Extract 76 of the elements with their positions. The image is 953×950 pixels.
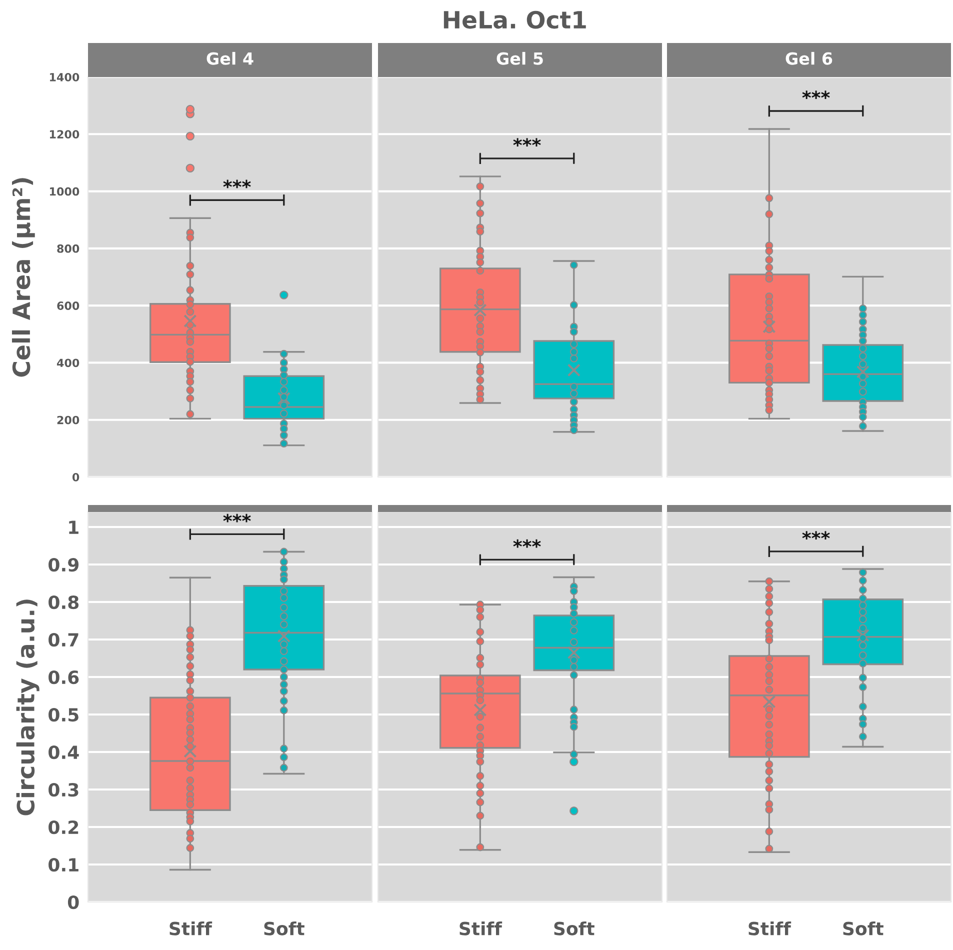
point [765,247,774,255]
point [765,325,774,334]
x-tick-label: Stiff [460,921,502,936]
point [765,256,774,264]
point [765,366,774,375]
point [476,328,484,336]
y-tick-label: 400 [56,358,80,368]
annotation: *** [802,531,830,540]
point [186,300,194,308]
point [186,262,194,270]
point [476,368,484,376]
y-tick-label: 0.3 [48,782,78,797]
y-tick-label: 1000 [50,187,80,196]
point [476,348,484,356]
point [765,194,774,202]
annotation: *** [223,514,251,522]
x-tick-label: Soft [264,921,304,936]
y-tick-label: 0.7 [48,632,78,647]
x-tick-label: Stiff [170,921,212,936]
y-tick-label: 0 [68,895,79,910]
y-tick-label: 0.5 [48,708,78,722]
y-tick-label: 0.9 [48,558,79,572]
point [476,314,484,322]
y-tick-label: 0.4 [48,745,79,760]
point [186,286,194,294]
y-tick-label: 0.6 [48,670,79,684]
x-tick-label: Stiff [748,921,792,936]
point [186,321,194,329]
point [186,338,194,346]
point [765,352,774,360]
point [186,386,194,394]
text: HeLa. Oct1 [444,10,586,29]
y-tick-label: 200 [57,416,80,424]
y-tick-label: 1400 [50,72,80,82]
x-tick-label: Soft [843,921,884,936]
y-tick-label: 0.8 [48,595,79,610]
y-tick-label: 0.2 [48,820,78,834]
point [765,274,774,283]
y-tick-label: 600 [57,302,80,310]
chart-title: Gel 5 [496,52,543,65]
point [765,210,774,218]
point [476,182,484,190]
point [186,270,194,278]
annotation: *** [513,138,541,146]
annotation: *** [223,180,251,188]
y-tick-label: 800 [57,244,80,253]
y-tick-label: 1200 [50,130,80,139]
point [476,376,484,384]
annotation: *** [513,539,541,548]
point [186,308,194,316]
point [476,209,484,218]
chart-title: Gel 4 [206,52,254,65]
point [765,318,774,326]
point [186,234,194,242]
point [186,378,194,386]
point [765,406,774,414]
point [765,378,774,387]
point [765,264,774,272]
y-axis-title: Circularity (a.u.) [16,600,40,816]
x-tick-label: Soft [554,921,594,936]
y-tick-label: 0 [72,472,80,482]
y-tick-label: 0.1 [48,858,78,872]
chart-title: Gel 6 [786,52,832,65]
annotation: *** [802,90,830,100]
y-axis-title: Cell Area (μm²) [12,178,35,377]
y-tick-label: 1 [69,520,78,534]
point [476,228,484,236]
point [476,199,484,208]
point [765,344,774,352]
point [476,266,484,275]
point [186,358,194,366]
point [765,304,774,312]
point [186,410,194,418]
point [476,258,484,266]
point [476,298,484,306]
point [186,394,194,402]
